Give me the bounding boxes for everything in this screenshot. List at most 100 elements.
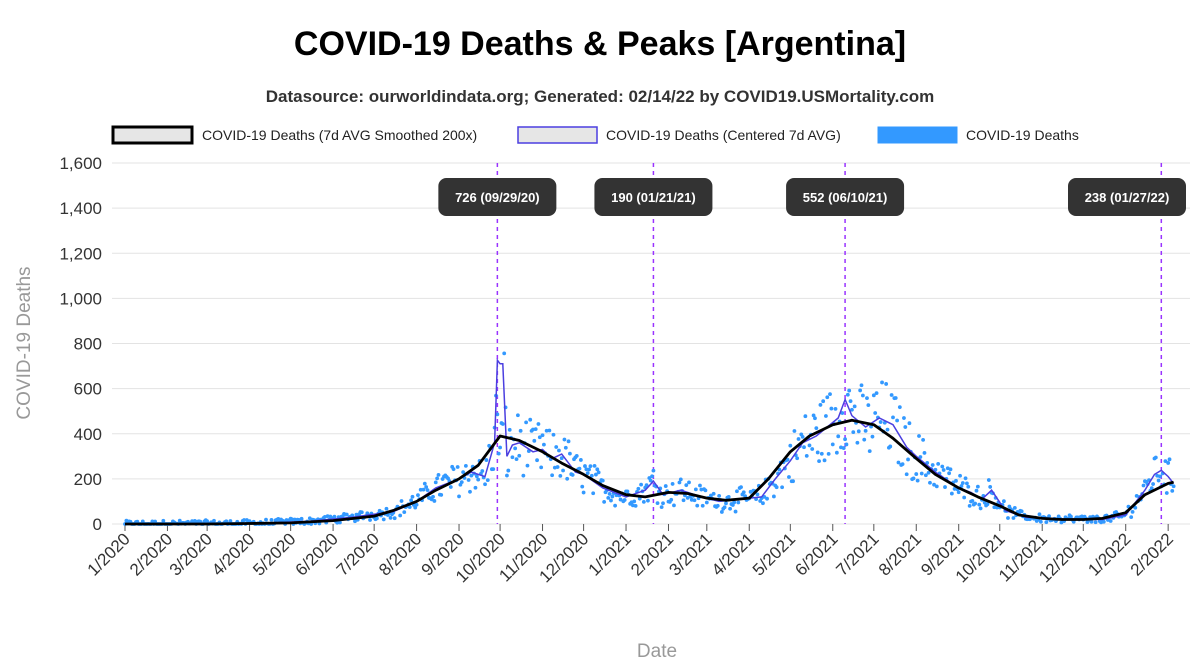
daily-point [407, 505, 412, 509]
daily-point [692, 498, 697, 503]
daily-point [344, 512, 349, 517]
daily-point [539, 465, 544, 470]
daily-point [1167, 457, 1172, 462]
daily-point [518, 428, 523, 433]
daily-point [537, 435, 542, 440]
daily-point [949, 491, 954, 496]
daily-point [491, 467, 496, 472]
peak-label-text: 190 (01/21/21) [611, 190, 696, 205]
daily-point [891, 415, 895, 420]
daily-point [384, 506, 389, 511]
daily-point [1158, 474, 1162, 479]
daily-point [852, 404, 857, 409]
y-tick-label: 400 [74, 425, 102, 444]
grid [112, 162, 1190, 525]
daily-point [904, 472, 909, 477]
daily-point [424, 485, 429, 489]
daily-point [589, 473, 594, 478]
daily-point [954, 478, 958, 483]
daily-point [840, 411, 845, 415]
daily-point [867, 449, 872, 454]
daily-point [535, 458, 539, 463]
daily-point [613, 503, 617, 508]
daily-point [739, 485, 743, 490]
daily-point [906, 457, 910, 462]
daily-point [941, 468, 946, 472]
daily-point [374, 516, 379, 521]
daily-point [895, 418, 899, 423]
daily-point [290, 517, 294, 522]
daily-point [830, 442, 835, 447]
x-tick-label: 6/2021 [791, 529, 841, 579]
daily-point [484, 458, 489, 462]
daily-point [583, 464, 587, 468]
daily-point [332, 514, 337, 519]
daily-point [596, 470, 601, 475]
daily-point [633, 503, 638, 508]
daily-point [595, 467, 600, 472]
daily-point [850, 407, 854, 412]
daily-point [928, 480, 932, 485]
peak-label: 238 (01/27/22) [1068, 178, 1186, 216]
daily-point [644, 483, 649, 487]
daily-point [495, 412, 500, 417]
daily-point [873, 411, 878, 415]
daily-point [758, 499, 763, 503]
daily-point [335, 520, 340, 525]
daily-point [973, 501, 978, 506]
daily-point [828, 392, 832, 397]
daily-point [557, 448, 561, 453]
daily-point [1166, 461, 1171, 465]
daily-point [917, 434, 921, 438]
daily-point [897, 405, 902, 410]
y-tick-label: 0 [93, 515, 102, 534]
legend-swatch [877, 126, 958, 144]
daily-point [736, 500, 741, 505]
daily-point [919, 471, 924, 476]
x-tick-label: 6/2020 [292, 529, 342, 579]
daily-point [819, 451, 824, 456]
daily-point [606, 495, 611, 500]
daily-point [923, 473, 928, 478]
daily-point [562, 437, 567, 442]
daily-point [841, 446, 846, 450]
daily-point [1093, 520, 1098, 525]
daily-point [952, 487, 957, 491]
x-tick-label: 7/2020 [333, 529, 383, 579]
daily-point [588, 464, 593, 469]
x-tick-label: 8/2021 [875, 529, 925, 579]
daily-point [755, 492, 760, 497]
daily-point [388, 515, 393, 520]
daily-point [392, 516, 397, 521]
legend-swatch [517, 126, 598, 144]
daily-point [435, 476, 440, 481]
daily-point [878, 420, 883, 424]
peak-label: 552 (06/10/21) [786, 178, 905, 216]
daily-point [1080, 514, 1084, 519]
daily-point [885, 427, 890, 432]
daily-point [936, 462, 941, 466]
daily-point [422, 481, 427, 486]
daily-point [402, 510, 407, 515]
daily-point [474, 474, 479, 479]
legend: COVID-19 Deaths (7d AVG Smoothed 200x) CO… [111, 125, 1079, 145]
daily-point [515, 413, 520, 418]
daily-point [855, 440, 860, 445]
daily-point [844, 442, 849, 447]
daily-point [672, 503, 676, 508]
daily-point [825, 395, 830, 400]
daily-point [985, 502, 990, 507]
daily-point [732, 500, 737, 505]
daily-point [558, 474, 563, 478]
daily-point [410, 494, 415, 499]
daily-point [1130, 509, 1135, 514]
daily-point [833, 406, 838, 411]
daily-point [1108, 519, 1113, 523]
daily-point [765, 496, 769, 501]
daily-point [930, 463, 935, 467]
daily-point [889, 393, 894, 397]
daily-point [677, 480, 682, 485]
daily-point [559, 456, 564, 461]
daily-point [592, 463, 597, 468]
daily-point [863, 428, 868, 433]
